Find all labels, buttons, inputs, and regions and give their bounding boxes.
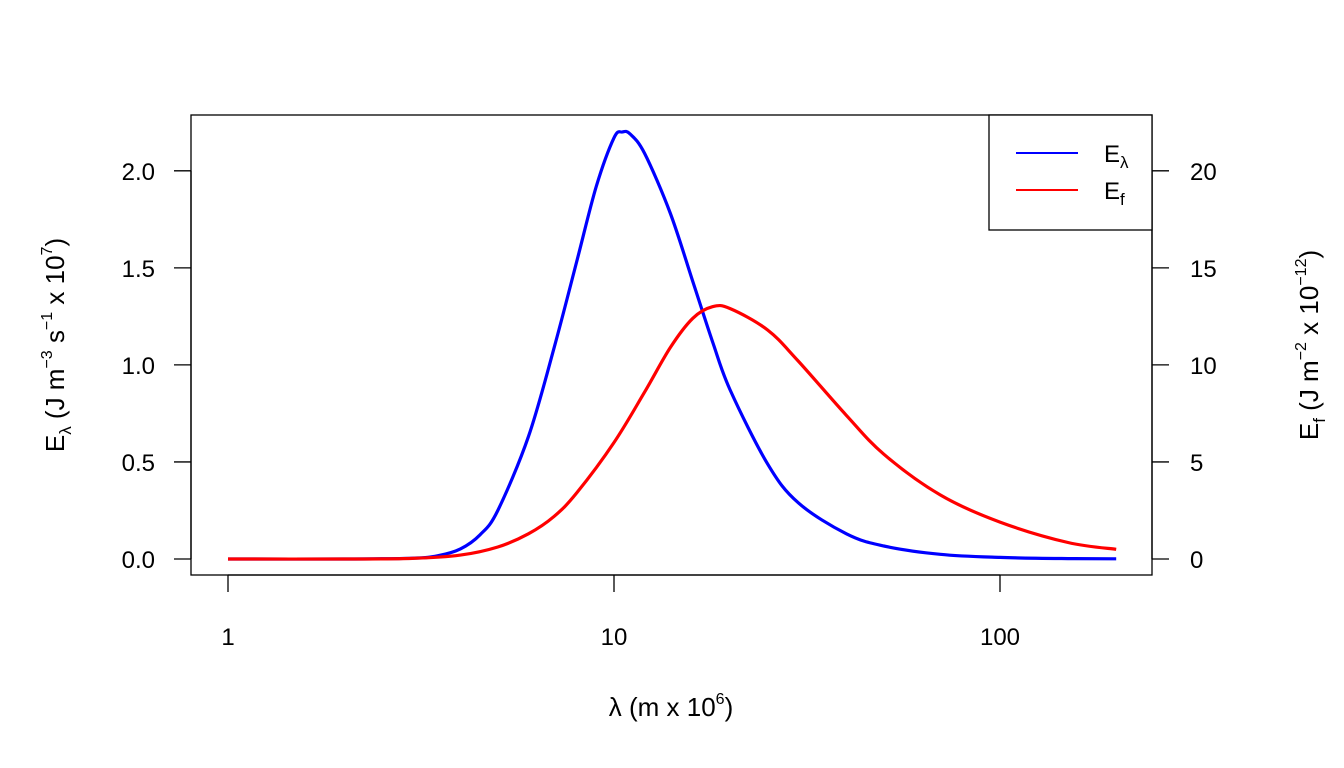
y-right-tick-label: 20: [1190, 159, 1217, 186]
y-right-tick-label: 10: [1190, 353, 1217, 380]
legend-label-e-f: Ef: [1104, 178, 1125, 209]
y-right-axis: 0 5 10 15 20: [1151, 159, 1217, 574]
series-layer: [227, 129, 1117, 561]
x-axis: 1 10 100: [221, 574, 1020, 651]
x-axis-title: λ (m x 106): [609, 691, 734, 722]
x-tick-label: 1: [221, 624, 234, 651]
y-left-tick-label: 2.0: [122, 159, 155, 186]
y-left-tick-label: 1.0: [122, 353, 155, 380]
y-right-tick-label: 5: [1190, 450, 1203, 477]
y-left-tick-label: 1.5: [122, 256, 155, 283]
series-line-e-f: [227, 303, 1117, 561]
legend-box: [988, 114, 1153, 231]
series-line-e-lambda: [227, 129, 1117, 561]
y-right-tick-label: 0: [1190, 547, 1203, 574]
y-left-tick-label: 0.0: [122, 547, 155, 574]
y-left-axis-title: Eλ (J m−3 s−1 x 107): [39, 238, 75, 452]
x-tick-label: 10: [601, 624, 628, 651]
y-right-axis-title: Ef (J m−2 x 10−12): [1293, 250, 1329, 440]
legend-label-e-lambda: Eλ: [1104, 141, 1129, 172]
y-right-tick-label: 15: [1190, 256, 1217, 283]
y-left-axis: 0.0 0.5 1.0 1.5 2.0: [122, 159, 192, 574]
x-tick-label: 100: [980, 624, 1020, 651]
y-left-tick-label: 0.5: [122, 450, 155, 477]
legend: Eλ Ef: [988, 114, 1153, 231]
